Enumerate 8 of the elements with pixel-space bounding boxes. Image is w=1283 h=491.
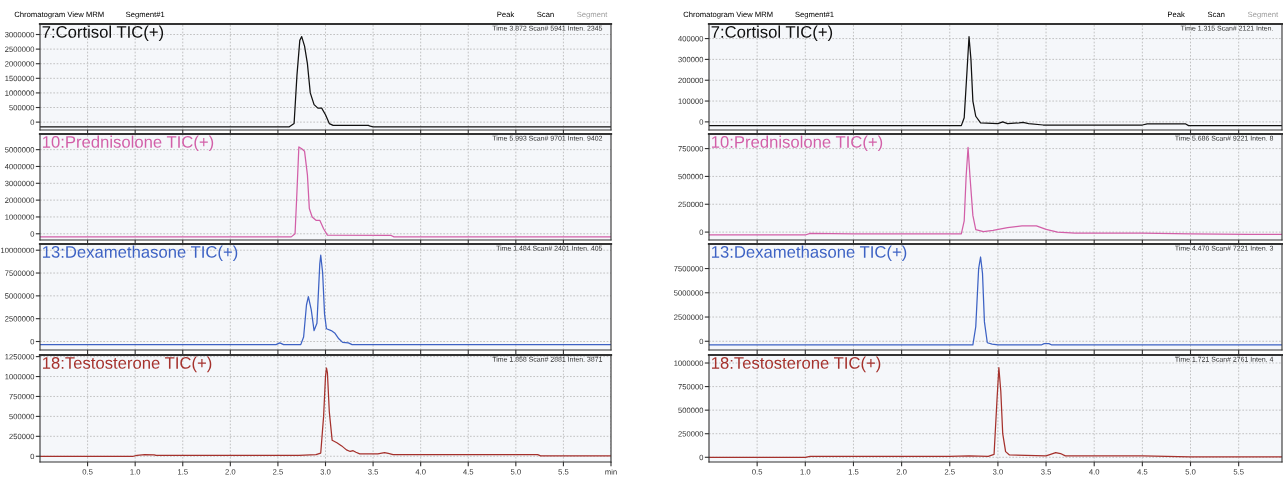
chart-title: 18:Testosterone TIC(+): [711, 356, 881, 373]
chart-title: 10:Prednisolone TIC(+): [711, 135, 883, 152]
chart-title: 10:Prednisolone TIC(+): [42, 135, 214, 152]
chart-title: 7:Cortisol TIC(+): [711, 25, 833, 42]
chart-title: 18:Testosterone TIC(+): [42, 356, 212, 373]
chart-title: 7:Cortisol TIC(+): [42, 25, 164, 42]
chart-title: 13:Dexamethasone TIC(+): [711, 245, 907, 262]
chart-title: 13:Dexamethasone TIC(+): [42, 245, 238, 262]
